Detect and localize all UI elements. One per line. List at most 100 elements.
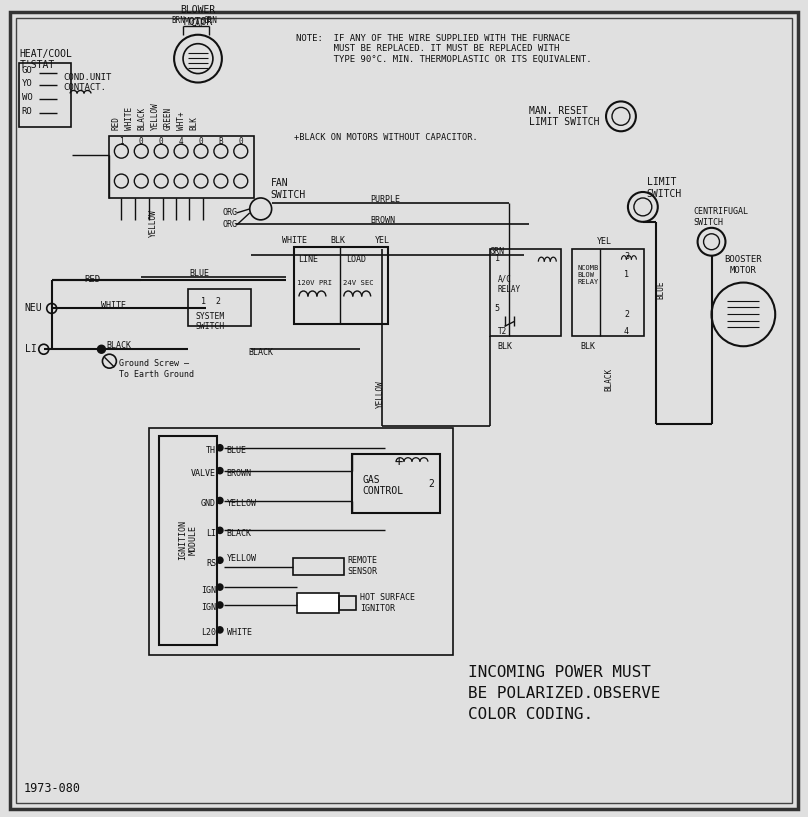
Bar <box>293 247 388 324</box>
Text: Ground Screw —
To Earth Ground: Ground Screw — To Earth Ground <box>120 359 195 379</box>
Text: WHITE: WHITE <box>227 628 252 637</box>
Text: COND.UNIT
CONTACT.: COND.UNIT CONTACT. <box>64 73 112 92</box>
Text: LOAD: LOAD <box>347 255 366 264</box>
Text: WHITE: WHITE <box>124 107 134 130</box>
Text: BRN: BRN <box>171 16 185 25</box>
Text: 2: 2 <box>428 479 434 489</box>
Text: 2: 2 <box>624 310 629 319</box>
Text: 0: 0 <box>199 136 204 145</box>
Circle shape <box>217 557 223 563</box>
Circle shape <box>217 627 223 633</box>
Text: BLOWER
MOTOR: BLOWER MOTOR <box>180 5 216 27</box>
Circle shape <box>217 528 223 534</box>
Text: YEL: YEL <box>597 237 612 246</box>
Text: RED: RED <box>85 275 101 284</box>
Text: BLK: BLK <box>580 342 595 350</box>
Text: +: + <box>394 455 402 469</box>
Text: MAN. RESET
LIMIT SWITCH: MAN. RESET LIMIT SWITCH <box>529 105 600 127</box>
Text: GO: GO <box>22 66 32 75</box>
Text: BROWN: BROWN <box>370 217 395 225</box>
Text: WO: WO <box>22 93 32 102</box>
Text: IGN: IGN <box>201 586 216 595</box>
Text: LIMIT
SWITCH: LIMIT SWITCH <box>647 177 682 199</box>
Text: GRN: GRN <box>490 248 504 257</box>
Bar <box>188 288 250 326</box>
Text: TH: TH <box>206 446 216 455</box>
Text: BLACK: BLACK <box>137 107 147 130</box>
Circle shape <box>217 602 223 608</box>
Bar <box>159 435 217 645</box>
Circle shape <box>217 444 223 451</box>
Text: 1: 1 <box>119 136 124 145</box>
Text: 4: 4 <box>624 327 629 336</box>
Text: BLK: BLK <box>498 342 512 350</box>
Text: IGNITION
MODULE: IGNITION MODULE <box>179 520 198 560</box>
Text: A/C
RELAY: A/C RELAY <box>498 275 520 294</box>
Text: ORG: ORG <box>223 221 238 230</box>
Bar <box>19 63 70 127</box>
Text: WHT+: WHT+ <box>177 112 186 130</box>
Text: BOOSTER
MOTOR: BOOSTER MOTOR <box>725 255 762 275</box>
Text: LINE: LINE <box>298 255 318 264</box>
Text: 0: 0 <box>238 136 243 145</box>
Text: 1: 1 <box>494 254 499 263</box>
Text: LI: LI <box>206 529 216 538</box>
Text: BLUE: BLUE <box>656 280 665 299</box>
Text: CAP: CAP <box>191 20 205 29</box>
Text: BROWN: BROWN <box>227 469 252 478</box>
Bar <box>490 248 562 337</box>
Bar <box>109 136 254 198</box>
Text: RS: RS <box>206 559 216 568</box>
Bar <box>339 596 356 610</box>
Text: 3: 3 <box>624 252 629 261</box>
Text: IGN: IGN <box>201 604 216 613</box>
Text: YELLOW: YELLOW <box>150 103 160 130</box>
Text: BLACK: BLACK <box>107 341 132 350</box>
Text: FAN
SWITCH: FAN SWITCH <box>271 178 306 200</box>
Bar <box>352 453 440 513</box>
Text: 120V PRI: 120V PRI <box>297 279 331 286</box>
Text: NOTE:  IF ANY OF THE WIRE SUPPLIED WITH THE FURNACE
       MUST BE REPLACED. IT : NOTE: IF ANY OF THE WIRE SUPPLIED WITH T… <box>296 33 591 64</box>
Text: YEL: YEL <box>375 236 390 245</box>
Text: 0: 0 <box>159 136 163 145</box>
Text: 4: 4 <box>179 136 183 145</box>
Text: T2: T2 <box>498 327 507 336</box>
Text: YELLOW: YELLOW <box>227 554 257 563</box>
Text: GRN: GRN <box>204 16 218 25</box>
Text: GAS
CONTROL: GAS CONTROL <box>362 475 403 497</box>
Text: 0: 0 <box>139 136 144 145</box>
Text: VALVE: VALVE <box>191 469 216 478</box>
Text: BLK: BLK <box>190 116 199 130</box>
Text: REMOTE
SENSOR: REMOTE SENSOR <box>347 556 377 576</box>
Text: YELLOW: YELLOW <box>149 209 158 237</box>
Text: YELLOW: YELLOW <box>376 380 385 408</box>
Text: BLACK: BLACK <box>604 368 613 391</box>
Text: BLACK: BLACK <box>227 529 252 538</box>
Text: HOT SURFACE
IGNITOR: HOT SURFACE IGNITOR <box>360 593 415 613</box>
Text: RED: RED <box>112 116 121 130</box>
Text: RO: RO <box>22 107 32 116</box>
Text: INCOMING POWER MUST
BE POLARIZED.OBSERVE
COLOR CODING.: INCOMING POWER MUST BE POLARIZED.OBSERVE… <box>468 666 660 722</box>
Text: BLACK: BLACK <box>249 348 274 357</box>
Text: BLUE: BLUE <box>227 446 247 455</box>
Circle shape <box>217 498 223 503</box>
Text: NEU: NEU <box>25 303 43 314</box>
Text: YO: YO <box>22 79 32 88</box>
Text: WHITE: WHITE <box>281 236 306 245</box>
Text: BLUE: BLUE <box>189 269 209 278</box>
Bar <box>149 428 452 654</box>
Circle shape <box>217 467 223 474</box>
Text: BLK: BLK <box>330 236 345 245</box>
Bar <box>572 248 644 337</box>
Text: ORG: ORG <box>223 208 238 217</box>
Bar <box>292 558 344 575</box>
Text: YELLOW: YELLOW <box>227 499 257 508</box>
Text: NCOMB
BLOW
RELAY: NCOMB BLOW RELAY <box>577 265 599 284</box>
Text: GND: GND <box>201 499 216 508</box>
Text: +BLACK ON MOTORS WITHOUT CAPACITOR.: +BLACK ON MOTORS WITHOUT CAPACITOR. <box>293 132 478 142</box>
Text: WHITE: WHITE <box>102 301 126 310</box>
Text: GREEN: GREEN <box>164 107 173 130</box>
Text: 24V SEC: 24V SEC <box>343 279 374 286</box>
Text: CENTRIFUGAL
SWITCH: CENTRIFUGAL SWITCH <box>693 208 749 226</box>
Text: PURPLE: PURPLE <box>370 195 400 204</box>
